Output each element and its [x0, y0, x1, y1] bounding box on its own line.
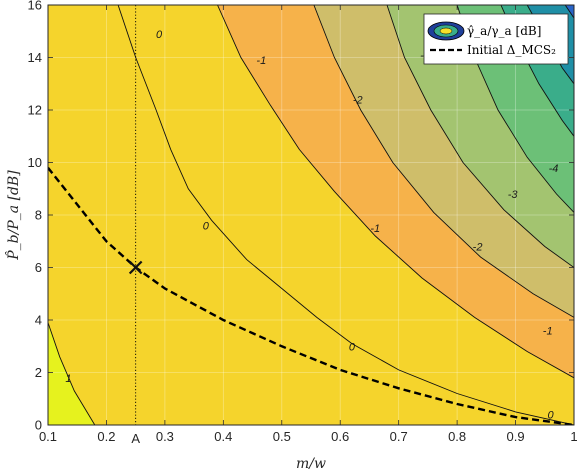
contour-label: 0 [156, 29, 163, 41]
x-tick-label: 0.1 [39, 429, 57, 444]
x-tick-label: 1 [570, 429, 577, 444]
contour-line--1 [217, 5, 574, 379]
series-initial-delta [48, 167, 574, 425]
contour-label: -1 [370, 223, 380, 235]
x-tick-label: 0.4 [214, 429, 232, 444]
contour-line--2 [313, 5, 574, 318]
contour-label: 0 [349, 341, 356, 353]
x-tick-label: 0.6 [331, 429, 349, 444]
axis-ticks [47, 4, 575, 426]
y-tick-label: 14 [28, 50, 42, 65]
contour-line-0 [117, 5, 574, 425]
x-tick-label: 0.8 [448, 429, 466, 444]
contour-label: -4 [549, 163, 559, 175]
series-layer [48, 5, 574, 425]
x-tick-label: 0.7 [390, 429, 408, 444]
contour-label: -2 [473, 242, 483, 254]
legend-entry-contour: γ̂_a/γ_a [dB] [467, 24, 541, 38]
contour-label: -1 [543, 326, 553, 338]
contour-label: 0 [548, 410, 555, 422]
y-tick-label: 8 [35, 208, 42, 223]
y-tick-label: 12 [28, 103, 42, 118]
y-tick-label: 4 [35, 313, 42, 328]
contour-label: 1 [65, 373, 71, 385]
y-tick-label: 0 [35, 418, 42, 433]
contour-line-1 [48, 322, 96, 425]
x-tick-label: 0.5 [273, 429, 291, 444]
x-tick-label: 0.2 [97, 429, 115, 444]
contour-line--3 [386, 5, 574, 268]
contour-label: -3 [508, 189, 519, 201]
x-tick-label: 0.3 [156, 429, 174, 444]
y-axis-label: P̂_b/P_a [dB] [4, 170, 22, 261]
x-axis-label: m/w [296, 456, 326, 472]
x-tick-label: 0.9 [507, 429, 525, 444]
tick-labels: 0.1 0.2 0.3 0.4 0.5 0.6 0.7 0.8 0.9 1024681012141… [28, 0, 577, 446]
contour-label: -1 [256, 55, 266, 67]
y-tick-label: 16 [28, 0, 42, 13]
marker-x-stroke-2 [128, 260, 143, 275]
y-tick-label: 10 [28, 155, 42, 170]
legend-contour-icon [427, 21, 465, 41]
y-tick-label: 6 [35, 260, 42, 275]
legend: γ̂_a/γ_a [dB] Initial Δ_MCS₂ [423, 13, 569, 65]
fill-region-1 [48, 322, 95, 425]
vertical-line-label: A [131, 431, 140, 446]
legend-entry-initial: Initial Δ_MCS₂ [467, 43, 556, 57]
contour-line--7 [564, 5, 574, 19]
y-tick-label: 2 [35, 365, 42, 380]
contour-label: -2 [353, 95, 363, 107]
contour-label: 0 [203, 221, 210, 233]
